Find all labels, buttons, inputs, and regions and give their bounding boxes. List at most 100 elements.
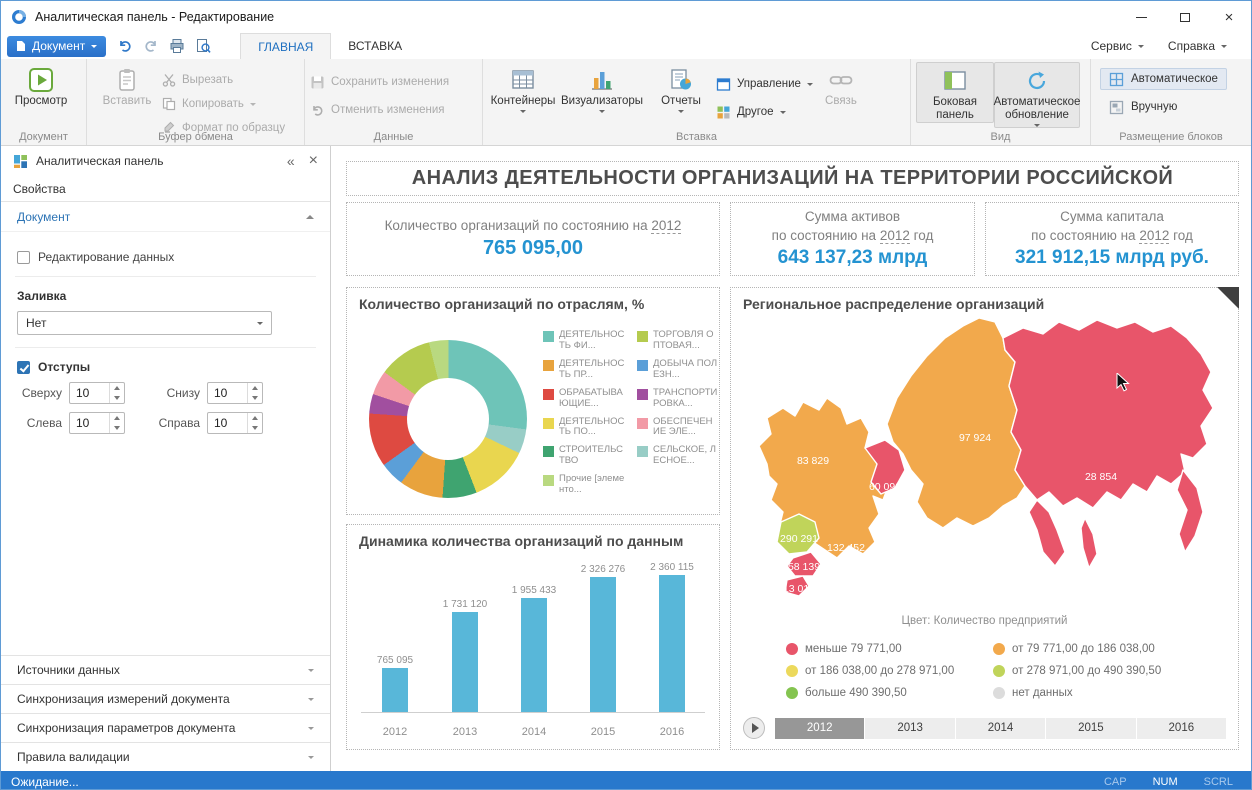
timeline-year-2016[interactable]: 2016 xyxy=(1168,721,1195,734)
kpi-card-capital[interactable]: Сумма капитала по состоянию на 2012 год … xyxy=(985,202,1239,276)
map-region-kamchatka[interactable] xyxy=(1176,469,1204,553)
help-menu[interactable]: Справка xyxy=(1158,39,1237,53)
status-bar: Ожидание... CAP NUM SCRL xyxy=(1,771,1251,789)
side-panel: Аналитическая панель « × Свойства Докуме… xyxy=(1,146,331,771)
auto-layout-option[interactable]: Автоматическое xyxy=(1100,68,1227,90)
save-disk-icon xyxy=(310,75,325,90)
bar-2012[interactable] xyxy=(382,668,408,712)
map-region-caucasus[interactable] xyxy=(784,575,810,597)
document-section-header[interactable]: Документ xyxy=(1,202,330,232)
pie-chart-card: Количество организаций по отраслям, % ДЕ… xyxy=(346,287,720,515)
bar-2016[interactable] xyxy=(659,575,685,712)
block-corner-menu[interactable] xyxy=(1217,287,1239,309)
chevron-down-icon xyxy=(257,321,263,325)
ribbon-group-data: Сохранить изменения Отменить изменения Д… xyxy=(305,59,483,145)
kpi3-year-param[interactable]: 2012 xyxy=(1139,227,1170,244)
ribbon-group-insert: Контейнеры Визуализаторы Отчеты xyxy=(483,59,911,145)
timeline-year-2015[interactable]: 2015 xyxy=(1046,717,1137,739)
maximize-button[interactable] xyxy=(1163,1,1207,33)
document-menu-button[interactable]: Документ xyxy=(7,35,107,57)
map-region-far-east[interactable] xyxy=(1002,319,1214,509)
mouse-cursor xyxy=(1116,373,1130,393)
accordion-parameter-sync[interactable]: Синхронизация параметров документа xyxy=(1,713,330,742)
kpi-card-count[interactable]: Количество организаций по состоянию на 2… xyxy=(346,202,720,276)
bar-2014[interactable] xyxy=(521,598,547,712)
discard-changes-button[interactable]: Отменить изменения xyxy=(310,100,449,120)
kpi-card-assets[interactable]: Сумма активов по состоянию на 2012 год 6… xyxy=(730,202,975,276)
bar-2013[interactable] xyxy=(452,612,478,712)
copy-button[interactable]: Копировать xyxy=(162,94,285,114)
other-button[interactable]: Другое xyxy=(716,102,813,122)
kpi1-year-param[interactable]: 2012 xyxy=(651,217,682,234)
side-panel-toggle[interactable]: Боковая панель xyxy=(916,62,994,124)
kpi2-year-param[interactable]: 2012 xyxy=(879,227,910,244)
manual-layout-option[interactable]: Вручную xyxy=(1100,96,1227,118)
save-changes-button[interactable]: Сохранить изменения xyxy=(310,72,449,92)
accordion-validation-rules[interactable]: Правила валидации xyxy=(1,742,330,771)
map-label: 28 854 xyxy=(1085,471,1117,483)
service-menu[interactable]: Сервис xyxy=(1081,39,1154,53)
dashboard-title: АНАЛИЗ ДЕЯТЕЛЬНОСТИ ОРГАНИЗАЦИЙ НА ТЕРРИ… xyxy=(346,161,1239,196)
map-legend: меньше 79 771,00 от 79 771,00 до 186 038… xyxy=(786,638,1228,704)
margin-right-stepper[interactable]: 10 xyxy=(207,412,263,434)
visualizers-button[interactable]: Визуализаторы xyxy=(558,62,646,114)
timeline-year-2013[interactable]: 2013 xyxy=(865,717,956,739)
margins-checkbox[interactable] xyxy=(17,360,30,374)
pie-chart-title: Количество организаций по отраслям, % xyxy=(359,296,645,312)
margin-top-stepper[interactable]: 10 xyxy=(69,382,125,404)
russia-map: 83 829 97 924 60 090 28 854 132 452 290 … xyxy=(758,317,1214,597)
margin-left-stepper[interactable]: 10 xyxy=(69,412,125,434)
auto-refresh-toggle[interactable]: Автоматическое обновление xyxy=(994,62,1080,129)
containers-button[interactable]: Контейнеры xyxy=(488,62,558,114)
reports-button[interactable]: Отчеты xyxy=(646,62,716,114)
copy-icon xyxy=(162,97,176,111)
print-preview-icon[interactable] xyxy=(192,36,214,57)
format-painter-button[interactable]: Формат по образцу xyxy=(162,118,285,138)
donut-chart[interactable] xyxy=(369,340,527,498)
ribbon-tab-row: Документ ГЛАВНАЯ ВСТАВКА Сервис Справка xyxy=(1,33,1251,59)
map-region-volga[interactable] xyxy=(776,513,820,555)
map-label: 83 829 xyxy=(797,455,829,467)
kpi1-value: 765 095,00 xyxy=(482,237,584,260)
map-region-ural[interactable] xyxy=(864,439,906,495)
minimize-button[interactable] xyxy=(1119,1,1163,33)
redo-icon[interactable] xyxy=(140,36,162,57)
accordion-data-sources[interactable]: Источники данных xyxy=(1,655,330,684)
margin-right-label: Справа xyxy=(158,416,200,430)
link-button[interactable]: Связь xyxy=(813,62,869,108)
margin-bottom-stepper[interactable]: 10 xyxy=(207,382,263,404)
map-label: 290 291 xyxy=(780,533,818,545)
close-button[interactable]: × xyxy=(1224,8,1234,26)
x-axis xyxy=(361,712,705,713)
timeline-year-2014[interactable]: 2014 xyxy=(956,717,1047,739)
tab-glavnaya[interactable]: ГЛАВНАЯ xyxy=(240,33,332,59)
map-region-sakhalin[interactable] xyxy=(1080,517,1098,569)
preview-button[interactable]: Просмотр xyxy=(6,62,76,108)
side-panel-icon xyxy=(942,68,968,94)
print-icon[interactable] xyxy=(166,36,188,57)
panel-collapse-button[interactable]: « xyxy=(286,153,295,169)
undo-icon[interactable] xyxy=(114,36,136,57)
timeline-play-button[interactable] xyxy=(743,717,765,739)
margin-top-label: Сверху xyxy=(21,386,62,400)
manage-button[interactable]: Управление xyxy=(716,74,813,94)
map-label: 60 090 xyxy=(869,481,901,493)
map-label: 132 452 xyxy=(827,542,865,554)
fill-label: Заливка xyxy=(17,289,67,303)
timeline-year-2012[interactable]: 2012 xyxy=(775,717,866,739)
map-region-south[interactable] xyxy=(786,551,822,577)
paste-button[interactable]: Вставить xyxy=(92,62,162,108)
fill-select[interactable]: Нет xyxy=(17,311,272,335)
cut-button[interactable]: Вырезать xyxy=(162,70,285,90)
manage-window-icon xyxy=(716,77,731,92)
map-region-primorye[interactable] xyxy=(1028,499,1066,567)
panel-close-button[interactable]: × xyxy=(308,152,318,169)
tab-vstavka[interactable]: ВСТАВКА xyxy=(348,39,403,53)
accordion-dimension-sync[interactable]: Синхронизация измерений документа xyxy=(1,684,330,713)
edit-data-checkbox[interactable] xyxy=(17,250,30,264)
map-label: 97 924 xyxy=(959,432,991,444)
margin-bottom-label: Снизу xyxy=(166,386,200,400)
chevron-up-icon xyxy=(306,214,314,219)
bar-2015[interactable] xyxy=(590,577,616,712)
